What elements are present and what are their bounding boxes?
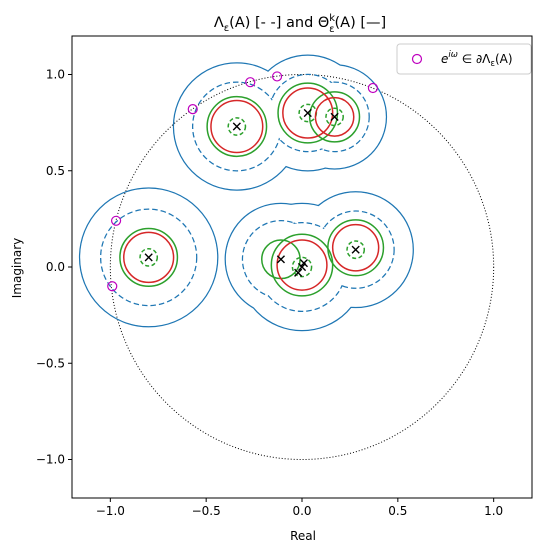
legend-e: e: [441, 52, 448, 66]
boundary-point-layer: [107, 71, 379, 292]
axes-layer: −1.0 −0.5 0.0 0.5 1.0 −1.0 −0.5 0.0 0.5 1.0: [36, 35, 533, 518]
x-tick-label-2: 0.0: [292, 504, 311, 518]
y-tick-label-0: −1.0: [36, 453, 65, 467]
eigenvalue-marker-6: [294, 268, 303, 277]
eigenvalue-marker-7: [299, 259, 309, 268]
y-axis-label: Imaginary: [10, 238, 24, 299]
y-tick-label-3: 0.5: [46, 164, 65, 178]
legend-box: [396, 43, 532, 75]
x-tick-label-4: 1.0: [484, 504, 503, 518]
theta-green-contour-3: [227, 117, 247, 136]
x-axis-label: Real: [290, 529, 316, 543]
title-epsilon: ε: [224, 23, 229, 34]
legend-marker: [411, 53, 423, 65]
pseudospectrum-dashed-contour-arc-6: [316, 210, 395, 289]
theta-green-contour-8: [270, 233, 334, 297]
pseudospectrum-outer-contour-arc-4: [238, 202, 366, 332]
theta-green-contour-7: [325, 107, 344, 127]
eigenvalue-layer: [144, 108, 360, 277]
pseudospectrum-dashed-contour-arc-2: [268, 73, 347, 153]
theta-green-contour-12: [346, 240, 366, 260]
theta-red-contour-2: [282, 87, 334, 139]
legend: eiω ∈ ∂Λε(A): [396, 43, 532, 75]
y-tick-label-4: 1.0: [46, 68, 65, 82]
pseudospectrum-outer-contour-arc-2: [249, 54, 366, 172]
pseudospectrum-outer-contour-arc-1: [172, 62, 301, 191]
title-lambda: Λ: [214, 15, 224, 31]
legend-label: eiω ∈ ∂Λε(A): [441, 50, 513, 69]
title-arg-2: (A) [—]: [335, 15, 387, 31]
boundary-point-5: [367, 82, 379, 94]
x-tick-label-1: −0.5: [192, 504, 221, 518]
legend-mid: ∈ ∂Λ: [458, 52, 491, 66]
eigenvalue-marker-3: [330, 112, 339, 121]
legend-iw: iω: [448, 50, 457, 60]
legend-eps: ε: [490, 59, 495, 69]
boundary-point-3: [245, 77, 256, 88]
theta-red-contour-0: [123, 231, 175, 284]
pseudospectrum-outer-contour-arc-0: [78, 187, 219, 328]
theta-green-contour-5: [308, 91, 361, 143]
theta-green-contour-1: [139, 247, 159, 267]
title-k: k: [329, 13, 335, 24]
title-epsilon-2: ε: [329, 24, 334, 35]
theta-red-contour-4: [276, 239, 328, 291]
y-tick-label-2: 0.0: [46, 260, 65, 274]
boundary-point-0: [110, 215, 122, 226]
boundary-point-2: [187, 104, 198, 115]
unit-circle-layer: [109, 74, 495, 460]
eigenvalue-marker-8: [351, 245, 360, 254]
theta-green-contour-2: [206, 95, 268, 158]
pseudospectrum-dashed-contour: [100, 73, 395, 313]
x-tick-label-0: −1.0: [96, 504, 125, 518]
x-tick-label-3: 0.5: [388, 504, 407, 518]
legend-end: (A): [495, 52, 513, 66]
theta-layer: [119, 82, 385, 297]
title-arg: (A) [- -] and Θ: [229, 15, 329, 31]
chart-title: Λε(A) [- -] and Θk ε(A) [—]: [214, 13, 386, 35]
theta-red-contour-1: [210, 99, 264, 154]
unit-circle: [109, 74, 495, 460]
pseudospectrum-layer: [78, 54, 414, 332]
theta-green-contour-11: [291, 256, 313, 278]
eigenvalue-marker-0: [144, 253, 153, 262]
eigenvalue-marker-2: [303, 108, 312, 118]
boundary-point-4: [271, 71, 283, 82]
pseudospectrum-dashed-contour-arc-0: [100, 208, 198, 307]
theta-red-contour-3: [314, 96, 355, 137]
theta-red-contour-5: [331, 223, 380, 272]
eigenvalue-marker-4: [276, 255, 286, 264]
theta-green-contour-10: [327, 219, 385, 277]
eigenvalue-marker-1: [232, 122, 241, 131]
boundary-point-1: [107, 281, 118, 292]
pseudospectrum-dashed-contour-arc-3: [299, 81, 370, 153]
y-tick-label-1: −0.5: [36, 356, 65, 370]
pseudospectrum-dashed-contour-arc-4: [257, 221, 347, 313]
theta-green-contour-0: [119, 227, 179, 287]
